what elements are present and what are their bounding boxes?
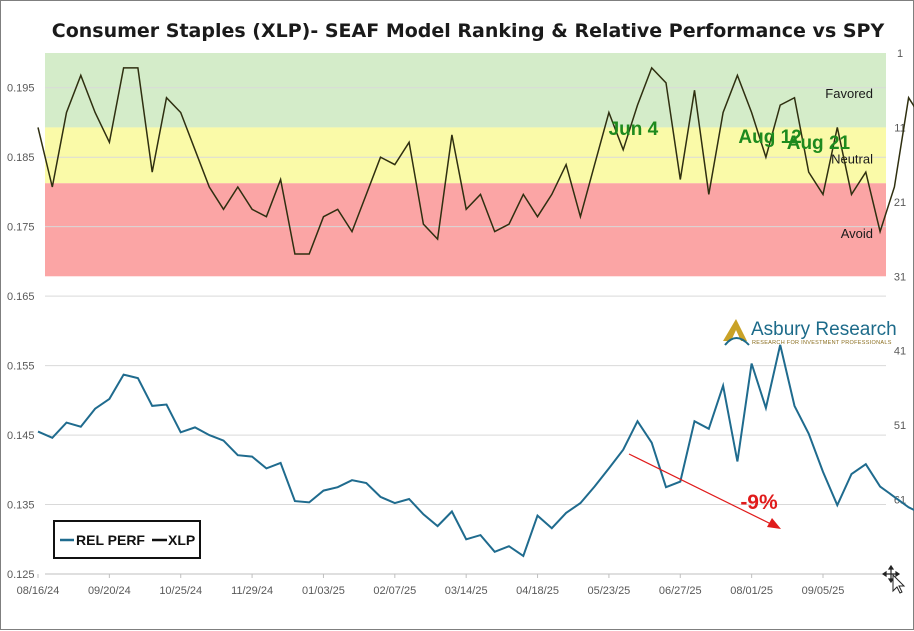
x-tick-label: 10/25/24 [159, 585, 202, 597]
x-tick-label: 01/03/25 [302, 585, 345, 597]
x-tick-label: 02/07/25 [373, 585, 416, 597]
zone-label-avoid: Avoid [841, 226, 873, 241]
x-tick-label: 08/16/24 [17, 585, 60, 597]
series-line-xlp [37, 66, 914, 255]
logo-tagline: RESEARCH FOR INVESTMENT PROFESSIONALS [752, 340, 892, 346]
ranking-zones [45, 53, 886, 277]
zone-neutral [45, 127, 886, 184]
logo-swoosh-icon [724, 337, 750, 346]
logo-mark-icon [723, 319, 747, 341]
annotation-minus-9: -9% [740, 491, 778, 514]
right-tick-label: 11 [894, 122, 905, 134]
legend-box [53, 520, 201, 559]
x-tick-label: 09/05/25 [802, 585, 845, 597]
x-tick-label: 09/20/24 [88, 585, 131, 597]
right-tick-label: 41 [894, 346, 906, 358]
legend-label-rel-perf: REL PERF [76, 532, 145, 548]
left-tick-label: 0.125 [7, 569, 35, 581]
left-tick-label: 0.155 [7, 361, 35, 373]
x-tick-label: 03/14/25 [445, 585, 488, 597]
right-tick-label: 21 [894, 197, 906, 209]
x-tick-label: 11/29/24 [231, 585, 273, 597]
left-tick-label: 0.185 [7, 152, 35, 164]
legend: REL PERF XLP [53, 520, 201, 559]
arrow-head-icon [767, 518, 781, 529]
legend-label-xlp: XLP [168, 532, 195, 548]
trend-arrow-line [628, 453, 774, 526]
right-tick-label: 31 [894, 271, 906, 283]
x-tick-label: 05/23/25 [587, 585, 630, 597]
x-tick-label: 06/27/25 [659, 585, 702, 597]
left-tick-label: 0.135 [7, 500, 35, 512]
zone-avoid [45, 183, 886, 277]
right-tick-label: 1 [897, 48, 903, 60]
left-tick-label: 0.145 [7, 430, 35, 442]
left-tick-label: 0.195 [7, 83, 35, 95]
right-tick-label: 51 [894, 420, 906, 432]
left-tick-label: 0.175 [7, 222, 35, 234]
annotation-jun-4: Jun 4 [609, 119, 659, 140]
zone-label-favored: Favored [825, 86, 873, 101]
annotation-aug-12: Aug 12 [738, 127, 801, 148]
zone-label-neutral: Neutral [831, 151, 873, 166]
x-tick-label: 04/18/25 [516, 585, 559, 597]
annotation-aug-21: Aug 21 [787, 133, 851, 154]
x-tick-label: 08/01/25 [730, 585, 773, 597]
move-cursor-icon [881, 564, 906, 594]
x-axis: 08/16/24 09/20/24 10/25/24 11/29/24 01/03/25… [17, 574, 845, 597]
zone-favored [45, 53, 886, 128]
left-tick-label: 0.165 [7, 291, 35, 303]
left-axis: 0.125 0.135 0.145 0.155 0.165 0.175 0.185 0.195 [7, 83, 35, 581]
logo-name: Asbury Research [751, 319, 897, 340]
zone-labels: Favored Neutral Avoid [825, 86, 873, 241]
chart-title: Consumer Staples (XLP)- SEAF Model Ranki… [52, 20, 885, 42]
asbury-research-logo: Asbury Research RESEARCH FOR INVESTMENT … [723, 319, 897, 346]
series-line-rel-perf [37, 344, 914, 558]
